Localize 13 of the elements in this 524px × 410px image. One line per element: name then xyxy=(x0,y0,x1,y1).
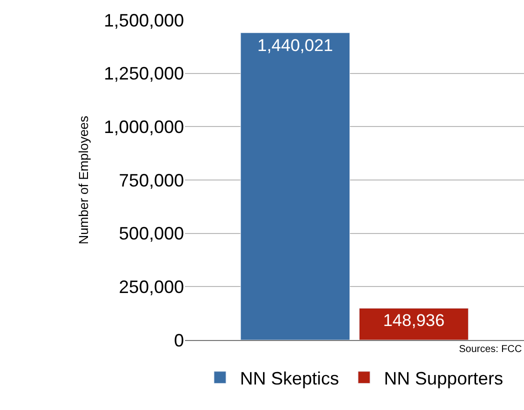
y-tick-label: 750,000 xyxy=(118,170,184,190)
data-label: 148,936 xyxy=(383,311,445,330)
y-tick-label: 1,500,000 xyxy=(104,10,184,30)
y-tick-label: 500,000 xyxy=(118,224,184,244)
y-tick-label: 250,000 xyxy=(118,276,184,297)
y-tick-label: 1,250,000 xyxy=(104,64,184,84)
legend-label: NN Skeptics xyxy=(240,368,340,388)
y-tick-label: 0 xyxy=(174,330,184,350)
y-tick-label: 1,000,000 xyxy=(104,116,184,137)
source-note: Sources: FCC xyxy=(459,344,522,355)
legend-label: NN Supporters xyxy=(384,368,504,388)
y-axis-title: Number of Employees xyxy=(76,115,91,244)
data-label: 1,440,021 xyxy=(257,36,333,55)
